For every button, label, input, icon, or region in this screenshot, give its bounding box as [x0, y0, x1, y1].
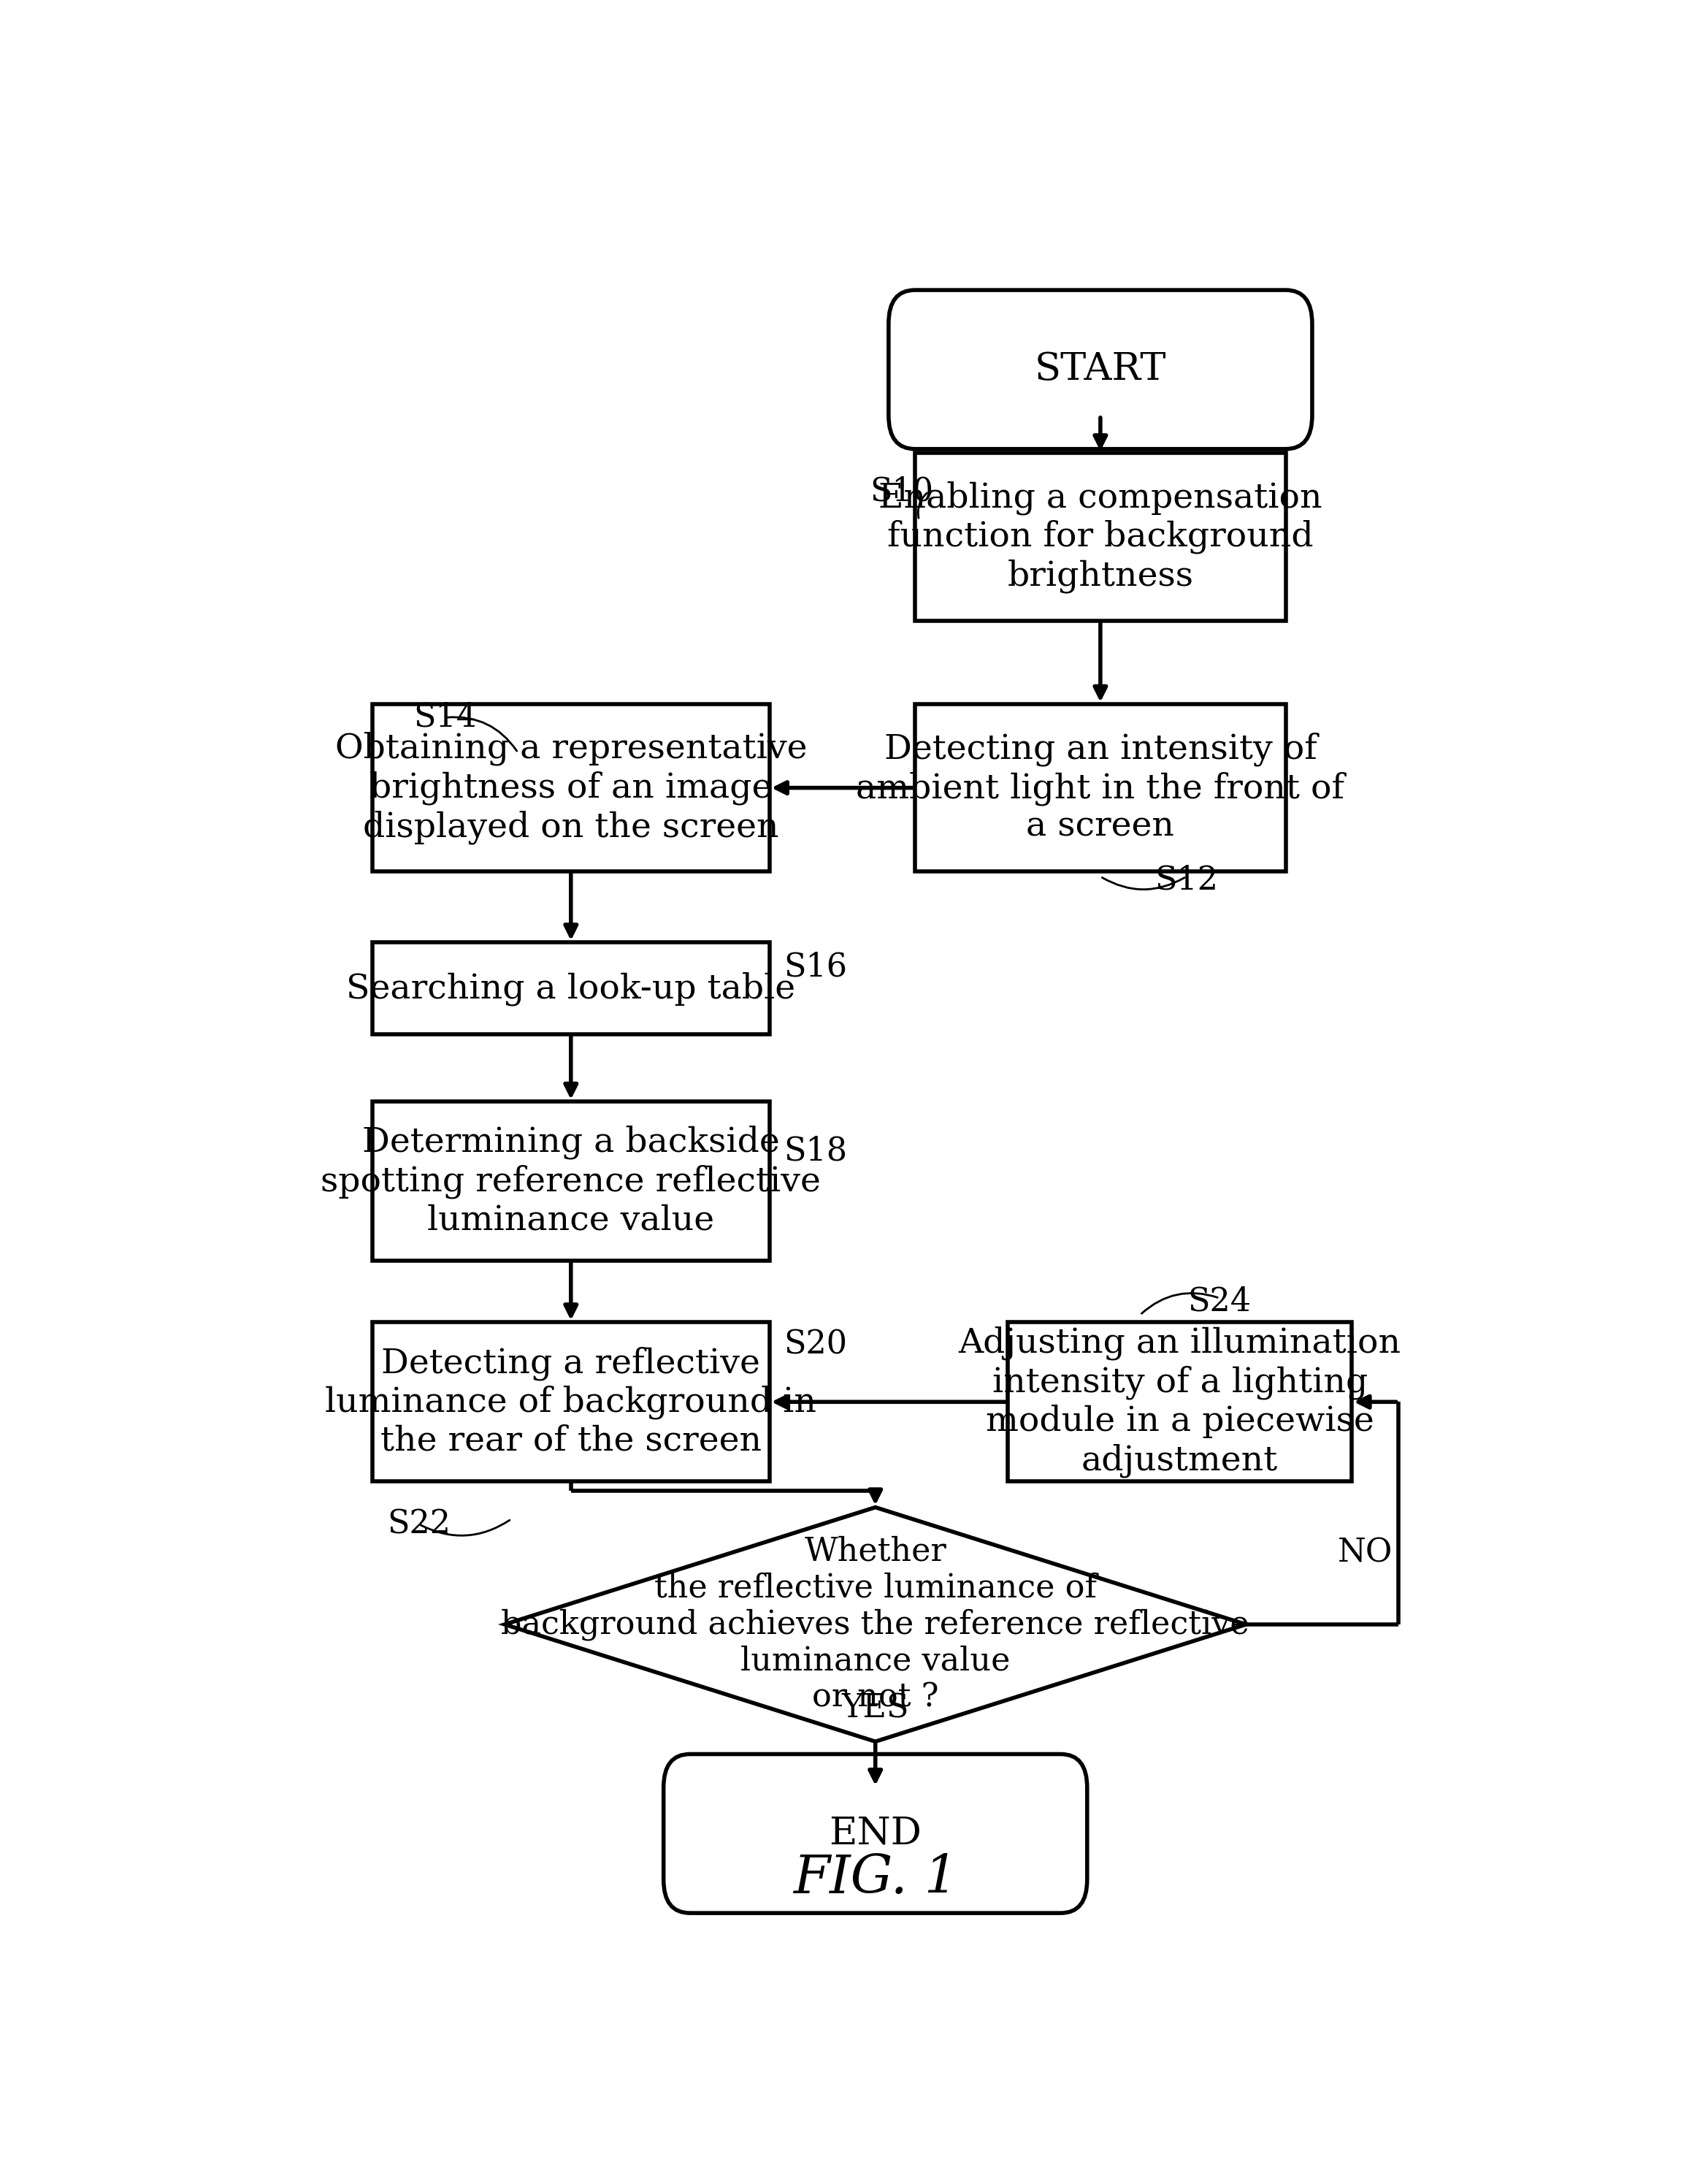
FancyBboxPatch shape — [915, 454, 1286, 621]
Polygon shape — [504, 1508, 1247, 1741]
Text: YES: YES — [842, 1693, 909, 1723]
Text: S20: S20 — [784, 1330, 847, 1360]
Text: S22: S22 — [388, 1508, 451, 1541]
Text: Whether
the reflective luminance of
background achieves the reference reflective: Whether the reflective luminance of back… — [500, 1536, 1250, 1714]
Text: Adjusting an illumination
intensity of a lighting
module in a piecewise
adjustme: Adjusting an illumination intensity of a… — [958, 1326, 1401, 1478]
Text: S24: S24 — [1187, 1286, 1252, 1317]
FancyBboxPatch shape — [372, 943, 770, 1034]
FancyBboxPatch shape — [663, 1754, 1086, 1912]
Text: Detecting an intensity of
ambient light in the front of
a screen: Detecting an intensity of ambient light … — [856, 732, 1344, 843]
Text: S18: S18 — [784, 1134, 847, 1167]
FancyBboxPatch shape — [372, 1323, 770, 1482]
Text: S16: S16 — [784, 952, 847, 982]
FancyBboxPatch shape — [1008, 1323, 1351, 1482]
FancyBboxPatch shape — [915, 704, 1286, 871]
Text: Enabling a compensation
function for background
brightness: Enabling a compensation function for bac… — [878, 480, 1322, 593]
Text: Detecting a reflective
luminance of background in
the rear of the screen: Detecting a reflective luminance of back… — [325, 1347, 816, 1458]
Text: S10: S10 — [869, 476, 934, 508]
Text: S12: S12 — [1155, 865, 1218, 895]
Text: Determining a backside
spotting reference reflective
luminance value: Determining a backside spotting referenc… — [321, 1126, 822, 1236]
FancyBboxPatch shape — [372, 1102, 770, 1260]
Text: Searching a look-up table: Searching a look-up table — [347, 971, 796, 1006]
Text: S14: S14 — [413, 702, 477, 732]
Text: END: END — [828, 1814, 922, 1851]
Text: NO: NO — [1337, 1536, 1392, 1569]
FancyBboxPatch shape — [372, 704, 770, 871]
Text: START: START — [1035, 350, 1167, 389]
FancyBboxPatch shape — [888, 289, 1312, 450]
Text: Obtaining a representative
brightness of an image
displayed on the screen: Obtaining a representative brightness of… — [335, 732, 806, 843]
Text: FIG. 1: FIG. 1 — [793, 1851, 958, 1904]
